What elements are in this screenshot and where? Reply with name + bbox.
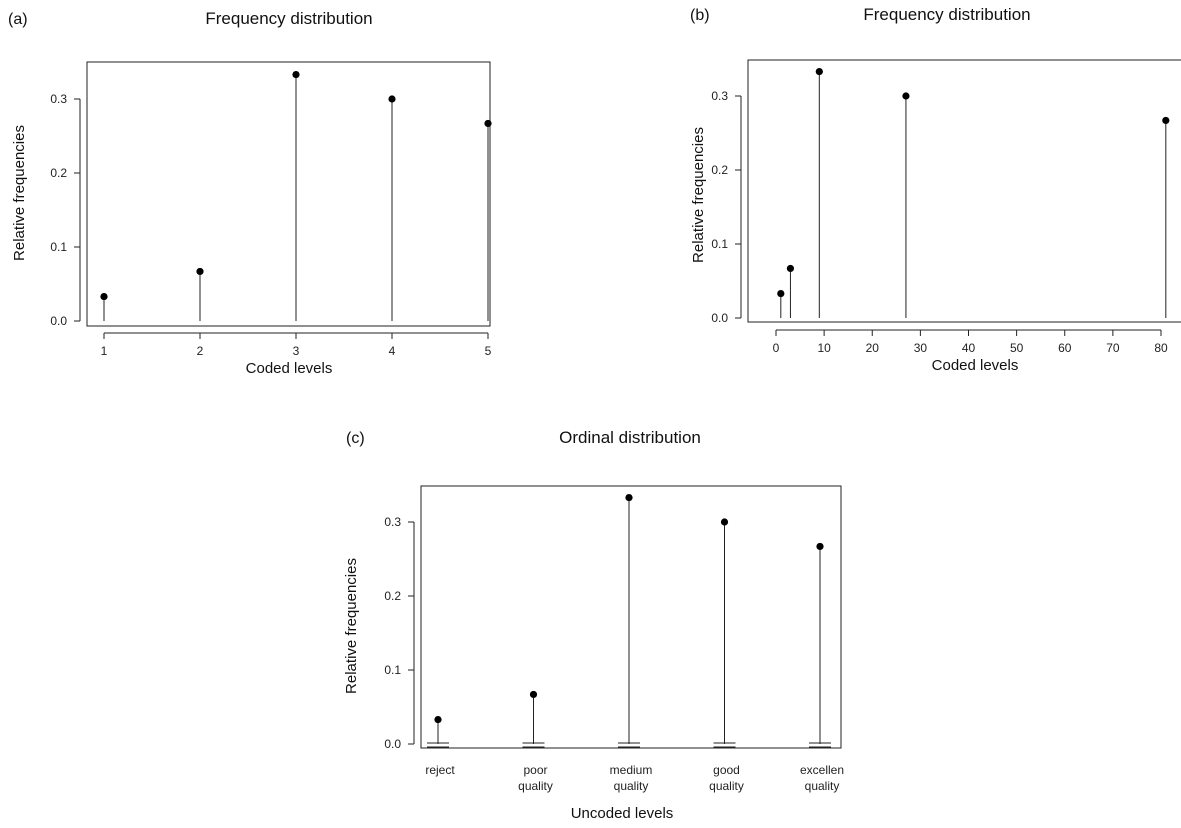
panel-c-x-tick-label: poor — [523, 763, 547, 777]
panel-c-point — [529, 690, 538, 699]
panel-c-y-tick-label: 0.0 — [384, 737, 401, 751]
panel-c-y-tick-label: 0.1 — [384, 663, 401, 677]
panel-c-x-tick-label: good — [713, 763, 740, 777]
panel-b-point — [786, 264, 795, 273]
panel-b-point — [777, 289, 785, 298]
panel-b-x-label: Coded levels — [932, 357, 1019, 374]
panel-a-x-tick-label: 2 — [197, 344, 204, 358]
panel-a: (a) Frequency distribution 0.0 0.1 0.2 0.3 … — [0, 0, 560, 395]
panel-a-x-tick-label: 4 — [389, 344, 396, 358]
panel-b-point — [815, 67, 823, 76]
panel-b-x-tick-label: 80 — [1154, 341, 1168, 355]
panel-c-point — [816, 542, 824, 551]
panel-b-x-tick-label: 20 — [866, 341, 880, 355]
panel-a-title: Frequency distribution — [205, 9, 372, 28]
panel-b-point — [902, 92, 910, 100]
panel-a-y-tick-label: 0.1 — [50, 240, 67, 254]
panel-c-x-tick-label: quality — [518, 779, 553, 793]
panel-b-x-tick-label: 70 — [1106, 341, 1120, 355]
panel-b-x-tick-label: 50 — [1010, 341, 1024, 355]
panel-b-y-tick-label: 0.2 — [711, 163, 728, 177]
panel-c-y-tick-label: 0.3 — [384, 515, 401, 529]
panel-c-x-tick-label: reject — [425, 763, 455, 777]
panel-c-label: (c) — [346, 430, 365, 447]
panel-b-y-tick-label: 0.1 — [711, 237, 728, 251]
panel-a-point — [100, 292, 108, 301]
panel-b-y-ticks: 0.0 0.1 0.2 0.3 — [711, 89, 741, 325]
panel-b-label: (b) — [690, 7, 710, 24]
panel-a-marks — [100, 70, 492, 321]
panel-b-marks — [777, 67, 1170, 318]
panel-c-y-ticks: 0.0 0.1 0.2 0.3 — [384, 515, 414, 751]
panel-a-point — [388, 95, 396, 103]
panel-c-x-label: Uncoded levels — [571, 805, 674, 822]
panel-c-x-ticks: reject poor quality medium quality good qualit… — [425, 763, 844, 793]
panel-c-point — [625, 493, 633, 502]
panel-a-point — [292, 70, 300, 79]
panel-c-title: Ordinal distribution — [559, 428, 701, 447]
chart-b: (b) Frequency distribution 0.00.10.20.3 … — [690, 5, 1181, 374]
panel-a-point — [484, 119, 492, 128]
panel-c-x-tick-label: medium — [610, 763, 653, 777]
panel-b-y-tick-label: 0.3 — [711, 89, 728, 103]
panel-a-y-tick-label: 0.2 — [50, 166, 67, 180]
panel-b-y-label-visible: Relative frequencies — [690, 127, 707, 263]
panel-c-point — [720, 518, 729, 526]
panel-c-x-tick-label: quality — [614, 779, 649, 793]
panel-a-y-tick-label: 0.3 — [50, 92, 67, 106]
panel-a-point — [196, 267, 204, 276]
panel-b-x-tick-label: 40 — [962, 341, 976, 355]
panel-c-marks — [427, 493, 831, 748]
panel-a-x-ticks: 1 2 3 4 5 — [101, 333, 492, 358]
panel-c: (c) Ordinal distribution 0.0 0.1 0.2 0.3 re… — [320, 420, 880, 823]
panel-a-y-tick-label: 0.0 — [50, 314, 67, 328]
panel-b-y-tick-label: 0.0 — [711, 311, 728, 325]
panel-a-label: (a) — [8, 11, 28, 28]
chart-a: (a) Frequency distribution 0.00.10.20.3 … — [8, 9, 492, 377]
panel-a-x-tick-label: 5 — [485, 344, 492, 358]
panel-b-point — [1162, 116, 1170, 125]
panel-a-y-label: Relative frequencies — [11, 125, 28, 261]
panel-b-x-tick-label: 10 — [817, 341, 831, 355]
panel-b: (b) Frequency distribution 0.0 0.1 0.2 0.3 … — [600, 0, 1181, 395]
panel-a-x-tick-label: 3 — [293, 344, 300, 358]
panel-c-y-label: Relative frequencies — [343, 558, 360, 694]
panel-a-x-label: Coded levels — [246, 360, 333, 377]
panel-c-point — [434, 715, 442, 724]
panel-b-x-tick-label: 0 — [773, 341, 780, 355]
panel-a-frame — [86, 61, 491, 327]
panel-b-title: Frequency distribution — [863, 5, 1030, 24]
panel-b-x-tick-label: 30 — [914, 341, 928, 355]
panel-b-x-tick-label: 60 — [1058, 341, 1072, 355]
chart-c: (c) Ordinal distribution 0.0 0.1 0.2 0.3 re… — [343, 428, 844, 822]
panel-a-x-tick-label: 1 — [101, 344, 108, 358]
panel-a-y-ticks: 0.0 0.1 0.2 0.3 — [50, 92, 80, 328]
panel-c-frame — [420, 485, 842, 749]
panel-c-y-tick-label: 0.2 — [384, 589, 401, 603]
panel-b-frame — [747, 59, 1181, 323]
panel-c-x-tick-label: quality — [709, 779, 744, 793]
panel-b-x-ticks: 0 10 20 30 40 50 60 70 80 — [773, 330, 1168, 355]
panel-c-x-tick-label: quality — [805, 779, 840, 793]
panel-c-x-tick-label: excellen — [800, 763, 844, 777]
